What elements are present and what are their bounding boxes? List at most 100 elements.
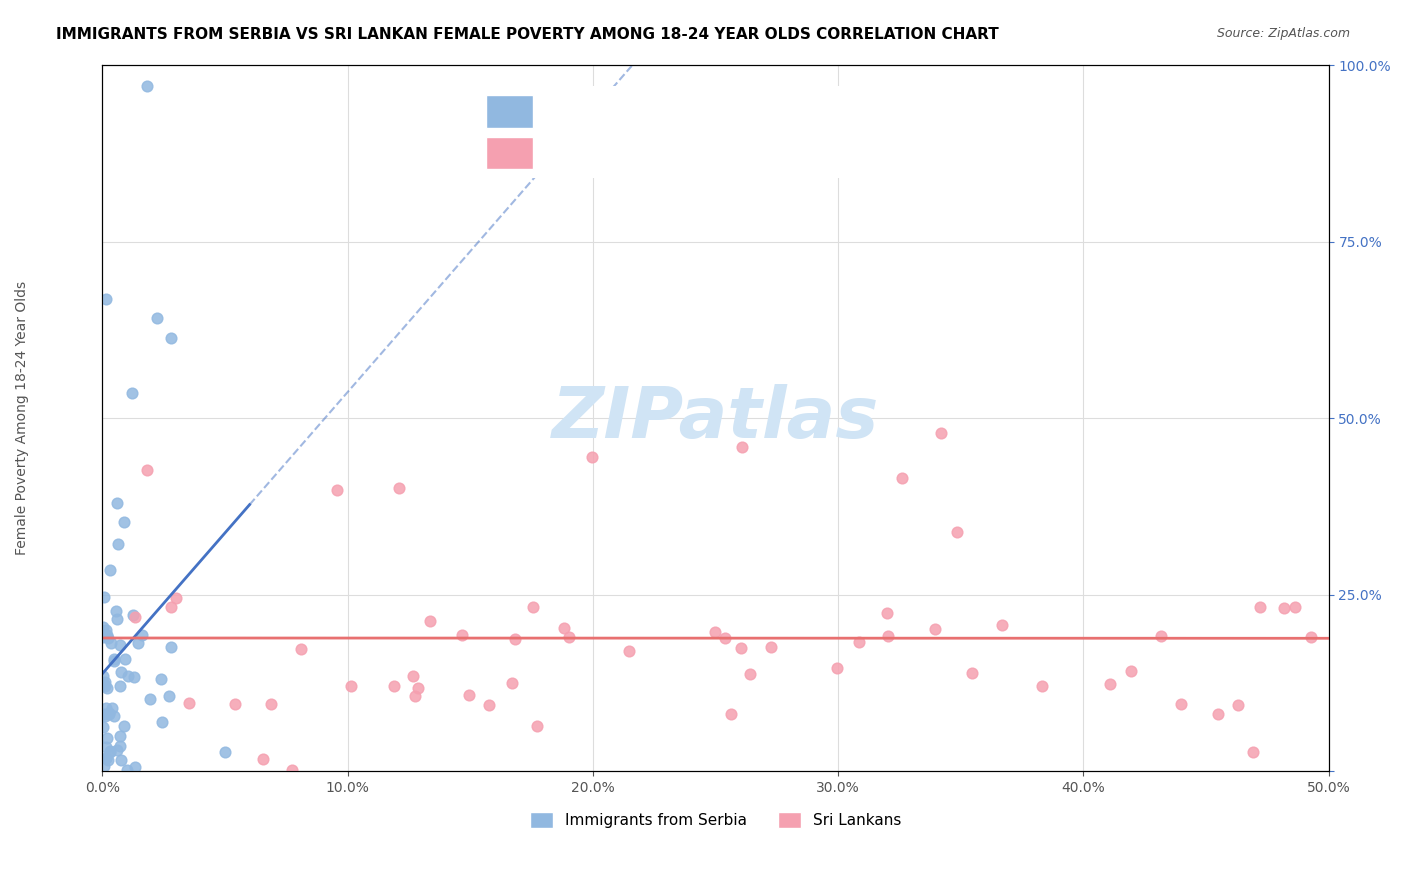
Point [149, 672, 172, 686]
Point [110, 665, 132, 680]
Point [112, 719, 135, 733]
Point [581, 450, 603, 465]
Point [290, 642, 312, 657]
Point [558, 630, 581, 644]
Point [224, 697, 246, 711]
Point [1249, 599, 1271, 614]
Point [553, 621, 575, 635]
Point [105, 496, 128, 510]
Point [93, 707, 115, 722]
Point [505, 632, 527, 646]
Point [252, 752, 274, 766]
Point [127, 635, 149, 649]
Point [924, 623, 946, 637]
Point [108, 639, 131, 653]
Point [94, 623, 117, 637]
Point [1241, 745, 1264, 759]
Point [160, 599, 183, 614]
Point [97, 753, 120, 767]
Point [107, 536, 129, 550]
Point [281, 763, 304, 777]
Point [103, 654, 125, 668]
Point [96, 731, 118, 745]
Point [98, 744, 121, 758]
Point [1031, 679, 1053, 693]
Point [929, 426, 952, 441]
Point [214, 745, 236, 759]
Point [93, 630, 115, 644]
Point [96, 681, 118, 695]
Point [114, 652, 136, 666]
Point [340, 679, 363, 693]
Point [1301, 630, 1323, 644]
Point [946, 524, 969, 539]
Point [160, 640, 183, 654]
Point [121, 386, 143, 401]
Point [150, 714, 173, 729]
Point [1150, 629, 1173, 643]
Point [891, 471, 914, 485]
Point [94, 679, 117, 693]
Point [98, 706, 121, 720]
Point [112, 515, 135, 529]
Point [94, 628, 117, 642]
Point [617, 644, 640, 658]
Point [98, 563, 121, 577]
Point [177, 696, 200, 710]
Text: Source: ZipAtlas.com: Source: ZipAtlas.com [1216, 27, 1350, 40]
Point [522, 600, 544, 615]
Point [96, 740, 118, 755]
Point [450, 628, 472, 642]
Point [135, 79, 157, 94]
Point [419, 614, 441, 628]
Point [731, 440, 754, 454]
Point [97, 631, 120, 645]
Point [93, 590, 115, 604]
Point [96, 293, 118, 307]
Point [759, 640, 782, 654]
Point [105, 612, 128, 626]
Point [740, 667, 762, 681]
Point [960, 665, 983, 680]
Point [110, 679, 132, 693]
Point [848, 635, 870, 649]
Text: IMMIGRANTS FROM SERBIA VS SRI LANKAN FEMALE POVERTY AMONG 18-24 YEAR OLDS CORREL: IMMIGRANTS FROM SERBIA VS SRI LANKAN FEM… [56, 27, 1000, 42]
Point [96, 751, 118, 765]
Point [103, 709, 125, 723]
Point [991, 618, 1014, 632]
Point [98, 745, 121, 759]
Point [704, 624, 727, 639]
Point [146, 310, 169, 325]
Point [1170, 697, 1192, 711]
Point [135, 463, 157, 477]
Point [825, 660, 848, 674]
Point [117, 668, 139, 682]
Point [100, 635, 122, 649]
Legend: Immigrants from Serbia, Sri Lankans: Immigrants from Serbia, Sri Lankans [524, 806, 907, 834]
Point [1119, 664, 1142, 678]
Point [404, 689, 426, 703]
Point [93, 677, 115, 691]
Point [91, 620, 114, 634]
Point [1208, 707, 1230, 722]
Point [1272, 601, 1295, 615]
Point [382, 679, 405, 693]
Point [501, 676, 523, 690]
Point [1098, 677, 1121, 691]
Point [720, 706, 742, 721]
Point [96, 701, 118, 715]
Point [115, 764, 138, 778]
Point [526, 719, 548, 733]
Point [1227, 698, 1250, 712]
Point [260, 697, 283, 711]
Point [94, 751, 117, 765]
Point [458, 689, 481, 703]
Point [157, 689, 180, 703]
Point [96, 628, 118, 642]
Point [124, 760, 146, 774]
Point [165, 591, 187, 605]
Point [124, 609, 146, 624]
Point [94, 709, 117, 723]
Point [121, 607, 143, 622]
Point [104, 604, 127, 618]
